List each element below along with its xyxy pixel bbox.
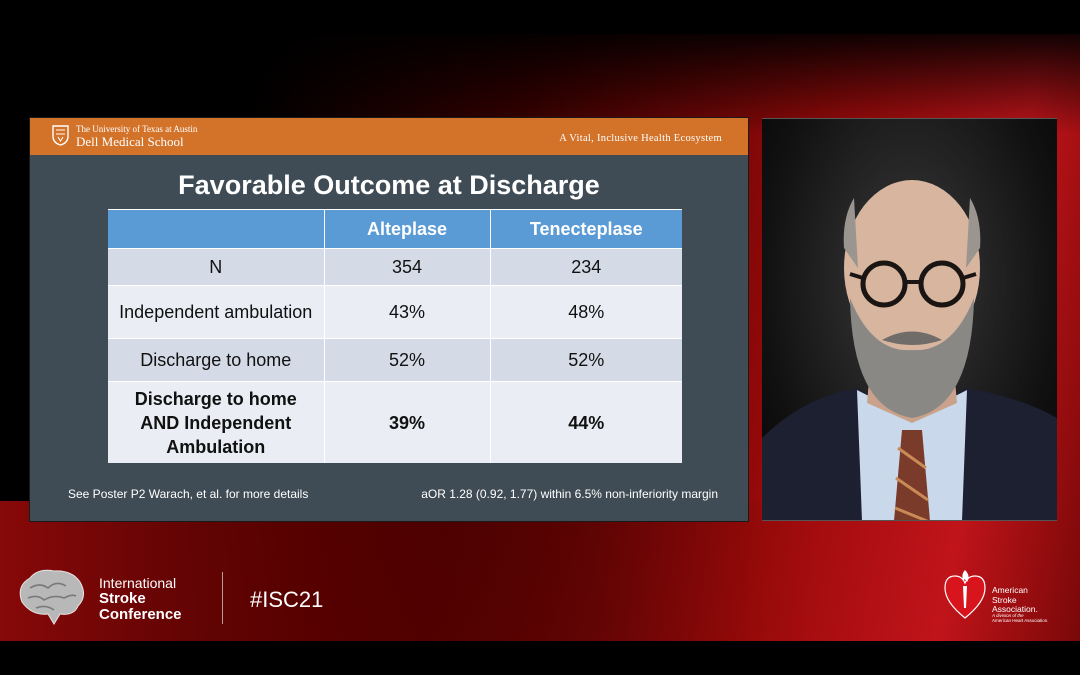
table-cell: 44% (490, 381, 682, 463)
table-header-cell: Alteplase (324, 209, 491, 249)
heart-torch-icon (944, 570, 986, 619)
table-cell: 39% (324, 381, 491, 463)
conference-name-line2: Stroke (99, 590, 146, 607)
table-cell: 48% (490, 285, 682, 339)
ut-shield-icon (52, 125, 69, 146)
table-row: Discharge to home AND Independent Ambula… (108, 381, 682, 463)
table-cell: 354 (324, 248, 491, 286)
table-cell: 43% (324, 285, 491, 339)
slide-title: Favorable Outcome at Discharge (178, 170, 600, 200)
branding-divider (222, 572, 223, 624)
sponsor-division-line2: American Heart Association. (992, 618, 1049, 623)
conference-hashtag: #ISC21 (250, 587, 324, 612)
institution-tagline: A Vital, Inclusive Health Ecosystem (559, 133, 722, 144)
presentation-slide: The University of Texas at Austin Dell M… (30, 118, 748, 521)
table-row: Independent ambulation 43% 48% (108, 285, 682, 339)
row-label: Independent ambulation (108, 285, 325, 339)
speaker-video (762, 118, 1057, 521)
speaker-silhouette (762, 180, 1057, 521)
table-header-cell: Tenecteplase (490, 209, 682, 249)
outcomes-table: Alteplase Tenecteplase N 354 234 Indepen… (108, 209, 682, 463)
conference-name-line1: International (99, 575, 177, 591)
table-header-row: Alteplase Tenecteplase (108, 209, 682, 249)
row-label: Discharge to home (108, 338, 325, 382)
sponsor-name-line3: Association. (992, 604, 1038, 614)
table-row: N 354 234 (108, 248, 682, 286)
conference-name-line3: Conference (99, 606, 182, 623)
sponsor-division-line1: A division of the (992, 613, 1024, 618)
table-row: Discharge to home 52% 52% (108, 338, 682, 382)
school-name: Dell Medical School (76, 134, 184, 149)
sponsor-name-line1: American (992, 585, 1028, 595)
table-header-cell (108, 209, 325, 249)
row-label: Discharge to home AND Independent Ambula… (108, 381, 325, 463)
slide-footnote-statistic: aOR 1.28 (0.92, 1.77) within 6.5% non-in… (421, 487, 718, 501)
table-cell: 52% (490, 338, 682, 382)
row-label: N (108, 248, 325, 286)
slide-footnote-reference: See Poster P2 Warach, et al. for more de… (68, 487, 309, 501)
institution-name: The University of Texas at Austin (76, 124, 198, 134)
sponsor-name-line2: Stroke (992, 595, 1017, 605)
slide-header: The University of Texas at Austin Dell M… (30, 118, 748, 155)
brain-icon (19, 569, 84, 625)
table-cell: 52% (324, 338, 491, 382)
table-cell: 234 (490, 248, 682, 286)
